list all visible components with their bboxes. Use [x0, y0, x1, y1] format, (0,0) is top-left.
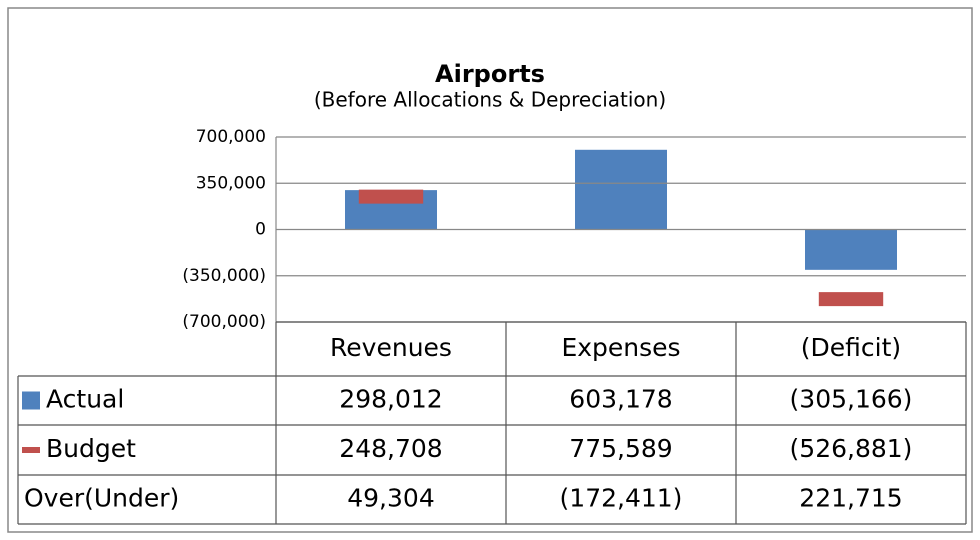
plot-area	[345, 149, 897, 307]
legend-key	[22, 391, 40, 410]
table-value: (305,166)	[790, 385, 913, 414]
table-value: 298,012	[339, 385, 442, 414]
x-tick-label: Expenses	[561, 333, 680, 362]
table-value: (526,881)	[790, 434, 913, 463]
bar	[805, 229, 897, 270]
table-value: 603,178	[569, 385, 672, 414]
y-tick-label: (700,000)	[182, 312, 266, 332]
y-tick-label: 0	[255, 220, 266, 240]
bar	[575, 149, 667, 230]
table-value: 248,708	[339, 434, 442, 463]
table-value: 49,304	[347, 484, 434, 513]
x-tick-label: Revenues	[330, 333, 452, 362]
x-tick-label: (Deficit)	[801, 333, 901, 362]
y-tick-label: 350,000	[196, 173, 266, 193]
legend-label: Budget	[46, 434, 136, 463]
budget-marker	[358, 189, 424, 204]
y-tick-label: 700,000	[196, 127, 266, 147]
chart-title: Airports	[435, 60, 545, 88]
legend-label: Over(Under)	[24, 484, 179, 513]
y-tick-label: (350,000)	[182, 266, 266, 286]
chart-subtitle: (Before Allocations & Depreciation)	[314, 88, 666, 112]
budget-marker	[818, 292, 884, 307]
table-value: (172,411)	[560, 484, 683, 513]
legend-label: Actual	[46, 385, 124, 414]
table-value: 775,589	[569, 434, 672, 463]
table-value: 221,715	[799, 484, 902, 513]
chart-border	[7, 7, 973, 533]
legend-key	[22, 447, 40, 453]
